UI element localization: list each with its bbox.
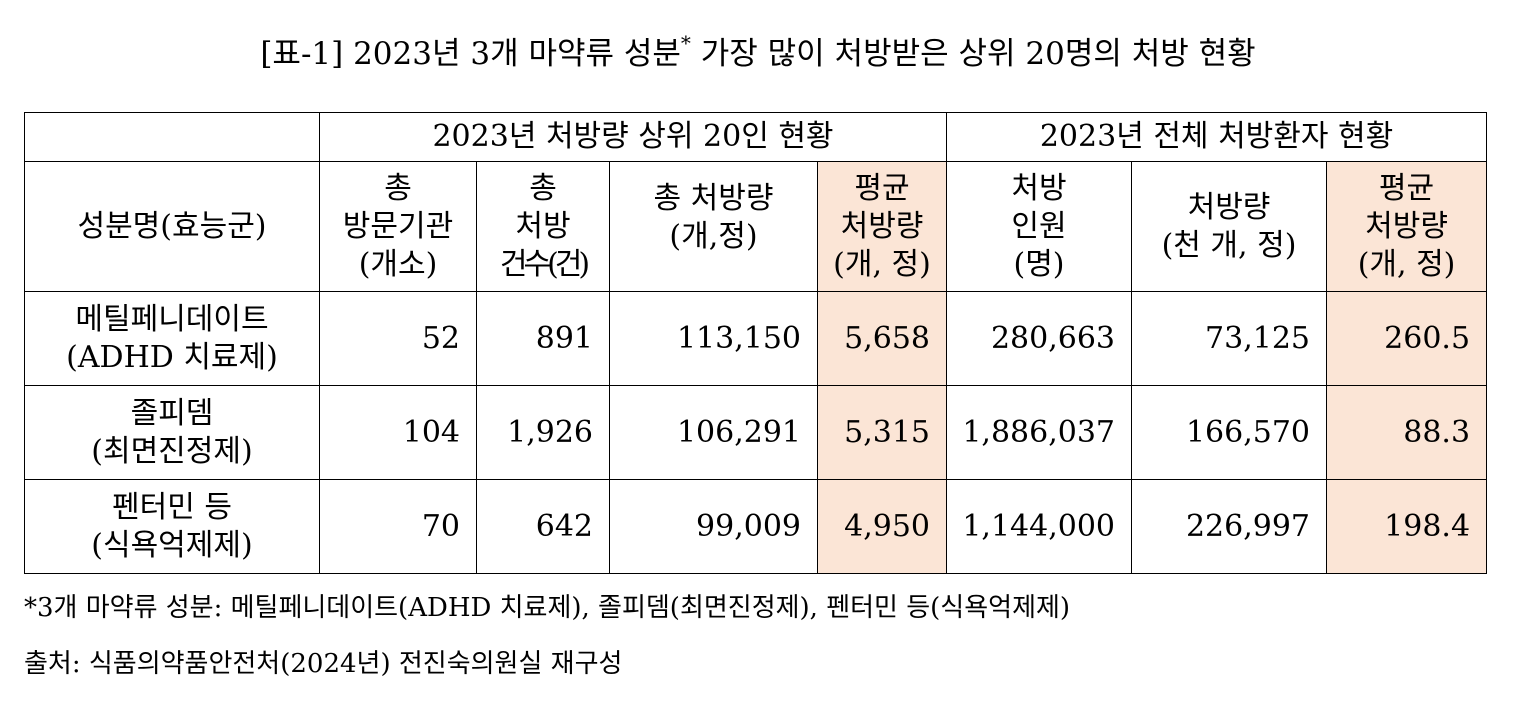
avg-all-cell: 260.5 bbox=[1326, 291, 1488, 386]
patients-cell: 1,886,037 bbox=[946, 385, 1133, 480]
column-header-row: 성분명(효능군) 총 방문기관 (개소) 총 처방 건수(건) 총 처방량 (개… bbox=[24, 161, 1488, 292]
group-header-all: 2023년 전체 처방환자 현황 bbox=[946, 112, 1488, 162]
ingredient-name: 펜터민 등 bbox=[112, 489, 232, 525]
avg-all-cell: 198.4 bbox=[1326, 479, 1488, 574]
header-amount-all: 처방량 (천 개, 정) bbox=[1131, 161, 1328, 292]
group-header-top20: 2023년 처방량 상위 20인 현황 bbox=[318, 112, 948, 162]
header-ingredient: 성분명(효능군) bbox=[24, 161, 320, 292]
corner-cell bbox=[24, 112, 320, 162]
patients-cell: 280,663 bbox=[946, 291, 1133, 386]
avg-top20-cell: 5,315 bbox=[816, 385, 948, 480]
title-text: [표-1] 2023년 3개 마약류 성분 bbox=[260, 36, 681, 72]
ingredient-name: 메틸페니데이트 bbox=[75, 301, 269, 337]
ingredient-cell: 메틸페니데이트 (ADHD 치료제) bbox=[24, 291, 320, 386]
title-text-after: 가장 많이 처방받은 상위 20명의 처방 현황 bbox=[690, 36, 1256, 72]
table-row: 펜터민 등 (식욕억제제) 70 642 99,009 4,950 1,144,… bbox=[24, 479, 1488, 574]
amount-all-cell: 166,570 bbox=[1131, 385, 1328, 480]
group-header-row: 2023년 처방량 상위 20인 현황 2023년 전체 처방환자 현황 bbox=[24, 112, 1488, 162]
header-prescriptions: 총 처방 건수(건) bbox=[476, 161, 610, 292]
header-total-amount: 총 처방량 (개,정) bbox=[609, 161, 818, 292]
institutions-cell: 70 bbox=[319, 479, 477, 574]
institutions-cell: 104 bbox=[319, 385, 477, 480]
prescription-table: 2023년 처방량 상위 20인 현황 2023년 전체 처방환자 현황 성분명… bbox=[24, 112, 1488, 574]
title-footnote-marker: * bbox=[680, 31, 691, 55]
source-note: 출처: 식품의약품안전처(2024년) 전진숙의원실 재구성 bbox=[24, 649, 623, 679]
avg-all-cell: 88.3 bbox=[1326, 385, 1488, 480]
prescriptions-cell: 1,926 bbox=[476, 385, 610, 480]
amount-all-cell: 73,125 bbox=[1131, 291, 1328, 386]
header-avg-amount-top20: 평균 처방량 (개, 정) bbox=[816, 161, 948, 292]
ingredient-cell: 펜터민 등 (식욕억제제) bbox=[24, 479, 320, 574]
avg-top20-cell: 5,658 bbox=[816, 291, 948, 386]
footnote: *3개 마약류 성분: 메틸페니데이트(ADHD 치료제), 졸피뎀(최면진정제… bbox=[24, 593, 1071, 623]
ingredient-group: (최면진정제) bbox=[91, 433, 253, 469]
total-amount-cell: 113,150 bbox=[609, 291, 818, 386]
header-patients: 처방 인원 (명) bbox=[946, 161, 1133, 292]
institutions-cell: 52 bbox=[319, 291, 477, 386]
header-institutions: 총 방문기관 (개소) bbox=[319, 161, 477, 292]
ingredient-group: (식욕억제제) bbox=[91, 527, 253, 563]
table-title: [표-1] 2023년 3개 마약류 성분* 가장 많이 처방받은 상위 20명… bbox=[0, 32, 1516, 76]
ingredient-cell: 졸피뎀 (최면진정제) bbox=[24, 385, 320, 480]
avg-top20-cell: 4,950 bbox=[816, 479, 948, 574]
ingredient-name: 졸피뎀 bbox=[130, 395, 214, 431]
total-amount-cell: 99,009 bbox=[609, 479, 818, 574]
prescriptions-cell: 642 bbox=[476, 479, 610, 574]
table-row: 졸피뎀 (최면진정제) 104 1,926 106,291 5,315 1,88… bbox=[24, 385, 1488, 480]
prescriptions-cell: 891 bbox=[476, 291, 610, 386]
patients-cell: 1,144,000 bbox=[946, 479, 1133, 574]
header-avg-amount-all: 평균 처방량 (개, 정) bbox=[1326, 161, 1488, 292]
amount-all-cell: 226,997 bbox=[1131, 479, 1328, 574]
ingredient-group: (ADHD 치료제) bbox=[66, 339, 278, 375]
table-row: 메틸페니데이트 (ADHD 치료제) 52 891 113,150 5,658 … bbox=[24, 291, 1488, 386]
total-amount-cell: 106,291 bbox=[609, 385, 818, 480]
